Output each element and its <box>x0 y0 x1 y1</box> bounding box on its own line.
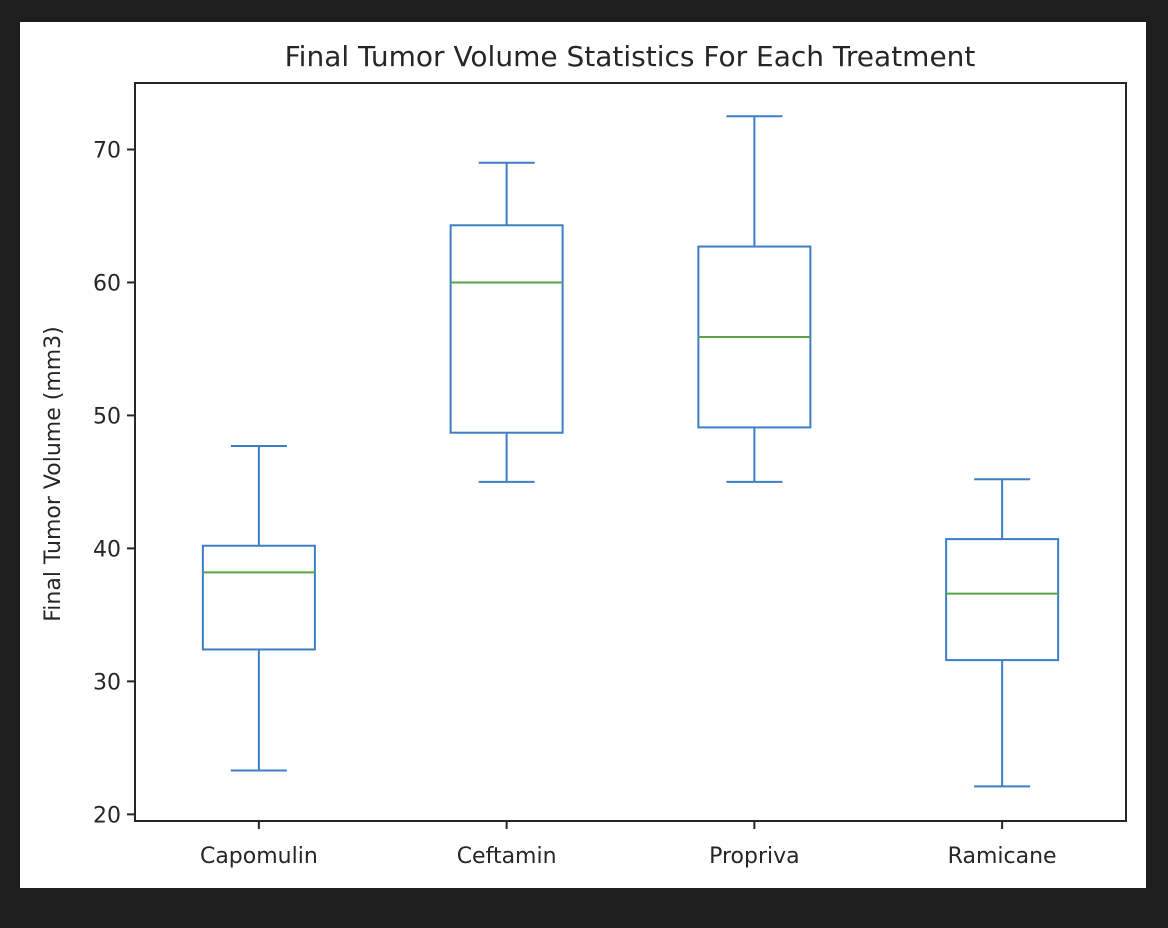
x-tick-label: Ceftamin <box>457 844 557 869</box>
box-iqr <box>449 224 564 434</box>
y-tick-label: 30 <box>93 670 121 695</box>
x-tick-label: Capomulin <box>200 844 318 869</box>
x-tick-label: Ramicane <box>948 844 1057 869</box>
x-tick-label: Propriva <box>709 844 800 869</box>
box-plot-chart: Final Tumor Volume Statistics For Each T… <box>41 40 1127 869</box>
plot-frame <box>134 82 1127 822</box>
y-axis-label: Final Tumor Volume (mm3) <box>41 326 66 622</box>
y-tick-label: 20 <box>93 803 121 828</box>
chart-title: Final Tumor Volume Statistics For Each T… <box>285 40 976 73</box>
y-tick-label: 60 <box>93 271 121 296</box>
y-tick-label: 70 <box>93 138 121 163</box>
y-tick-label: 40 <box>93 537 121 562</box>
plot-area: 20 30 40 50 60 70 Capomulin Ceftamin Propriva Ram… <box>93 82 1127 869</box>
box-iqr <box>201 544 316 651</box>
box-iqr <box>945 538 1060 662</box>
y-tick-label: 50 <box>93 404 121 429</box>
chart-figure: Final Tumor Volume Statistics For Each T… <box>20 22 1146 888</box>
